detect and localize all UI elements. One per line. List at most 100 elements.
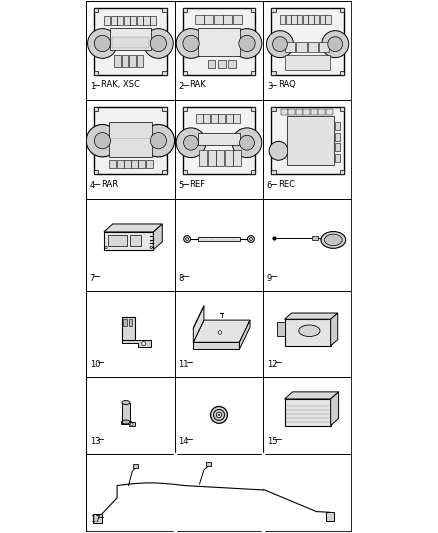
Circle shape [183, 35, 199, 52]
Bar [109, 122, 152, 157]
Bar [198, 133, 240, 145]
Circle shape [266, 31, 293, 58]
Bar [94, 7, 99, 12]
Bar [205, 15, 213, 24]
Bar [288, 109, 295, 115]
Text: 15: 15 [267, 437, 277, 446]
Bar [117, 16, 124, 25]
Circle shape [86, 125, 119, 157]
Polygon shape [285, 313, 338, 319]
Bar [183, 71, 187, 75]
Bar [195, 15, 204, 24]
Circle shape [142, 125, 175, 157]
Bar [307, 42, 318, 52]
Bar [124, 159, 131, 168]
Ellipse shape [122, 420, 130, 424]
Bar [339, 7, 344, 12]
Text: 4: 4 [90, 181, 95, 190]
Bar [285, 399, 331, 425]
Bar [110, 28, 151, 50]
Bar [117, 159, 124, 168]
Circle shape [150, 35, 166, 52]
Circle shape [184, 135, 198, 150]
Circle shape [150, 246, 152, 248]
Bar [94, 170, 99, 174]
Bar [110, 159, 116, 168]
Bar [281, 109, 288, 115]
Bar [146, 159, 152, 168]
Bar [285, 319, 331, 346]
Bar [114, 55, 121, 67]
Bar [271, 170, 276, 174]
Bar [199, 150, 207, 166]
Circle shape [218, 414, 220, 416]
Text: 7: 7 [90, 273, 95, 282]
Bar [162, 107, 167, 111]
Bar [211, 115, 218, 123]
Text: REF: REF [190, 180, 205, 189]
Bar [183, 7, 187, 12]
Bar [130, 236, 141, 246]
Circle shape [211, 407, 227, 423]
Text: 12: 12 [267, 360, 277, 368]
Bar [291, 15, 297, 24]
Text: 1: 1 [90, 82, 95, 91]
Bar [93, 514, 102, 523]
Bar [214, 15, 223, 24]
Bar [297, 15, 302, 24]
Bar [108, 236, 127, 246]
Bar [339, 170, 344, 174]
Polygon shape [285, 392, 339, 399]
Circle shape [218, 331, 222, 334]
Bar [94, 107, 167, 174]
Text: 13: 13 [90, 437, 100, 446]
Bar [104, 16, 110, 25]
Circle shape [328, 37, 343, 52]
Bar [131, 16, 137, 25]
Bar [208, 60, 215, 68]
Polygon shape [104, 224, 162, 232]
Polygon shape [193, 342, 240, 349]
Bar [121, 421, 131, 424]
Bar [131, 159, 138, 168]
Bar [226, 115, 233, 123]
Text: 14: 14 [178, 437, 189, 446]
Bar [271, 7, 276, 12]
Bar [335, 154, 340, 162]
Circle shape [88, 29, 117, 58]
Bar [162, 7, 167, 12]
Circle shape [239, 35, 255, 52]
Bar [183, 170, 187, 174]
Bar [335, 133, 340, 141]
Ellipse shape [321, 231, 346, 248]
Text: RAK: RAK [190, 80, 206, 90]
Text: 17: 17 [90, 514, 100, 523]
Bar [233, 115, 240, 123]
Bar [251, 7, 255, 12]
Bar [233, 15, 242, 24]
Polygon shape [193, 306, 204, 342]
Circle shape [272, 37, 287, 52]
Polygon shape [331, 392, 339, 425]
Bar [134, 464, 138, 467]
Polygon shape [121, 423, 135, 426]
Bar [183, 107, 255, 174]
Bar [124, 16, 130, 25]
Circle shape [150, 133, 166, 149]
Polygon shape [331, 313, 338, 346]
Bar [271, 71, 276, 75]
Bar [137, 55, 143, 67]
Text: 2: 2 [178, 82, 184, 91]
Bar [150, 16, 156, 25]
Bar [271, 107, 344, 174]
Text: RAQ: RAQ [278, 80, 296, 90]
Bar [312, 236, 318, 240]
Bar [280, 15, 286, 24]
Circle shape [184, 236, 191, 243]
Bar [339, 71, 344, 75]
Bar [286, 116, 334, 165]
Bar [198, 237, 240, 241]
Bar [138, 159, 145, 168]
Bar [229, 60, 236, 68]
Bar [271, 107, 276, 111]
